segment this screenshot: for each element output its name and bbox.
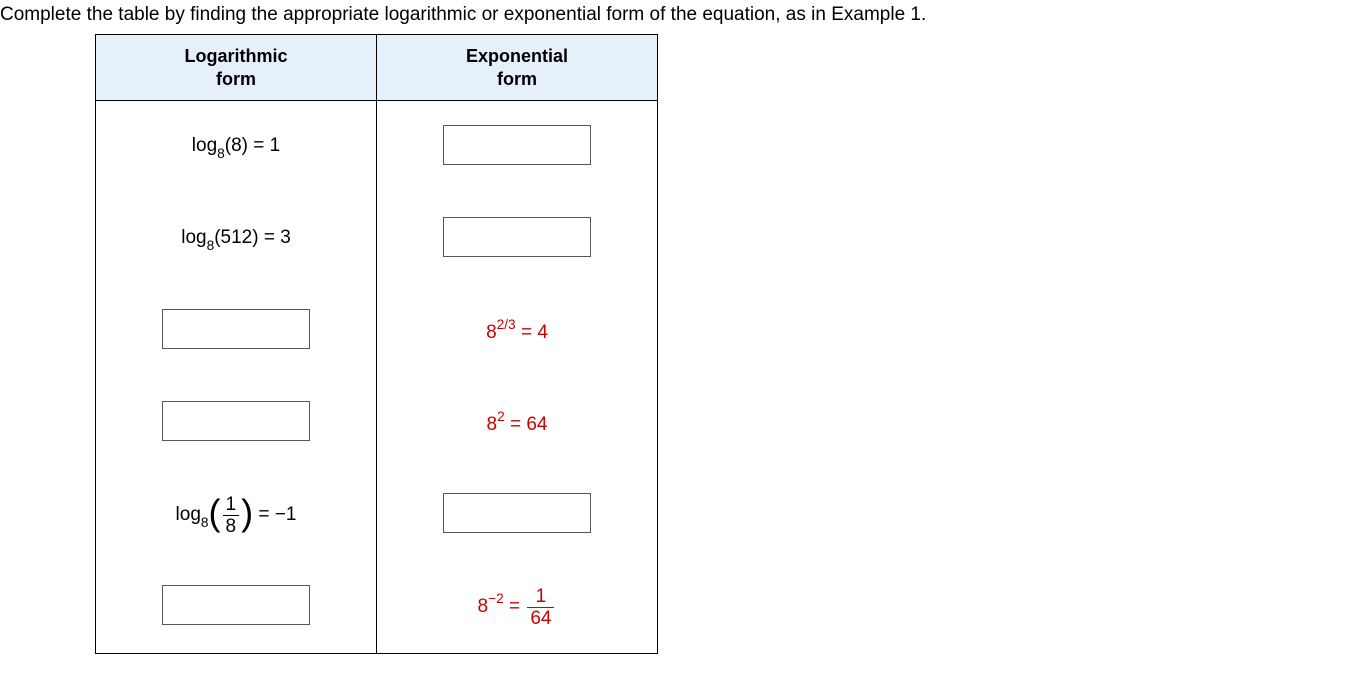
header-log-l2: form [216,69,256,89]
answer-input[interactable] [443,125,591,165]
table-row: log8(18) = −1 [96,469,658,561]
rparen: ) [241,492,253,533]
exp-base: 8 [478,596,489,617]
answer-input[interactable] [162,401,310,441]
exp-exponent: −2 [488,591,504,606]
exp-exponent: 2 [497,409,505,424]
exp-base: 8 [486,322,497,343]
lparen: ( [209,492,221,533]
cell-exp [377,469,658,561]
log-expr: log8(8) = 1 [192,135,280,156]
exp-expr: 82/3 = 4 [486,322,548,343]
cell-log [96,377,377,469]
header-exp-l1: Exponential [466,46,568,66]
cell-exp: 82 = 64 [377,377,658,469]
fraction: 18 [223,495,240,536]
table-row: log8(8) = 1 [96,101,658,194]
exp-base: 8 [487,414,498,435]
fraction: 164 [527,587,554,628]
log-arg: 512 [221,227,253,248]
exp-rhs: 4 [537,322,548,343]
cell-log [96,285,377,377]
log-exp-table: Logarithmic form Exponential form log8(8… [95,34,658,654]
log-arg: 8 [231,135,242,156]
frac-num: 1 [527,587,554,608]
header-exponential: Exponential form [377,35,658,101]
exp-exponent: 2/3 [497,317,516,332]
cell-exp [377,193,658,285]
table-row: log8(512) = 3 [96,193,658,285]
cell-exp: 82/3 = 4 [377,285,658,377]
log-base: 8 [207,238,215,253]
cell-log: log8(512) = 3 [96,193,377,285]
cell-exp: 8−2 = 164 [377,561,658,654]
log-rhs: 3 [280,227,291,248]
header-logarithmic: Logarithmic form [96,35,377,101]
log-expr: log8(18) = −1 [176,504,297,525]
exp-expr: 82 = 64 [487,414,548,435]
instruction-text: Complete the table by finding the approp… [0,0,1349,34]
answer-input[interactable] [443,217,591,257]
log-base: 8 [201,515,209,530]
log-rhs: 1 [270,135,281,156]
log-base: 8 [217,146,225,161]
table-row: 82/3 = 4 [96,285,658,377]
header-log-l1: Logarithmic [184,46,287,66]
answer-input[interactable] [162,585,310,625]
cell-log: log8(8) = 1 [96,101,377,194]
log-expr: log8(512) = 3 [181,227,291,248]
exp-rhs: 64 [526,414,547,435]
cell-log: log8(18) = −1 [96,469,377,561]
answer-input[interactable] [162,309,310,349]
frac-num: 1 [223,495,240,516]
table-row: 82 = 64 [96,377,658,469]
cell-exp [377,101,658,194]
table-row: 8−2 = 164 [96,561,658,654]
frac-den: 8 [223,516,240,536]
cell-log [96,561,377,654]
exp-expr: 8−2 = 164 [478,596,557,617]
frac-den: 64 [527,608,554,628]
header-exp-l2: form [497,69,537,89]
answer-input[interactable] [443,493,591,533]
log-rhs: −1 [275,504,297,525]
